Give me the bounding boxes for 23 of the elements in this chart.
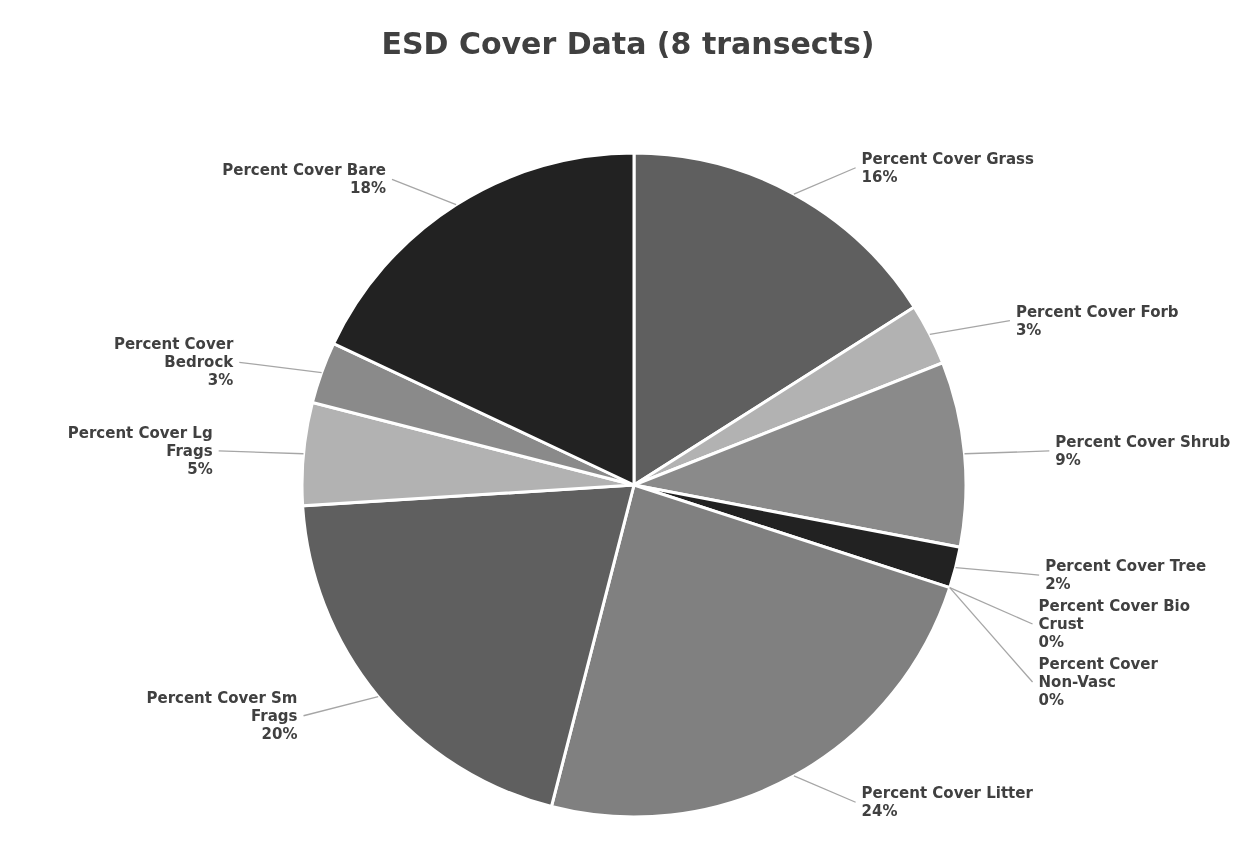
category-label: Percent Cover Bio Crust xyxy=(1038,597,1191,634)
data-label: 20% xyxy=(261,724,298,743)
slice-label: Percent Cover Shrub xyxy=(1055,432,1231,451)
slice-label: Percent Cover Litter xyxy=(861,784,1034,803)
data-label: 9% xyxy=(1055,450,1081,469)
data-label: 2% xyxy=(1045,575,1071,594)
data-label: 5% xyxy=(187,459,213,478)
data-label: 16% xyxy=(861,167,898,186)
category-label: Percent Cover Non-Vasc xyxy=(1038,655,1158,692)
slice-label: Percent Cover Sm Frags xyxy=(146,688,298,725)
text: 0% xyxy=(1038,691,1065,710)
slice-label: Percent Cover Grass xyxy=(861,149,1034,168)
text: 0% xyxy=(1038,633,1065,652)
slice-label: Percent Cover Forb xyxy=(1015,302,1179,321)
slice-label: Percent Cover Bare xyxy=(222,161,386,180)
slice-label: Percent Cover Bedrock xyxy=(113,335,235,372)
chart-title: ESD Cover Data (8 transects) xyxy=(381,26,875,61)
slice-label: Percent Cover Tree xyxy=(1045,557,1207,576)
data-label: 24% xyxy=(861,802,898,821)
data-label: 3% xyxy=(207,371,234,390)
slice-label: Percent Cover Lg Frags xyxy=(67,423,213,460)
data-label: 18% xyxy=(350,179,386,198)
data-label: 3% xyxy=(1015,320,1042,339)
